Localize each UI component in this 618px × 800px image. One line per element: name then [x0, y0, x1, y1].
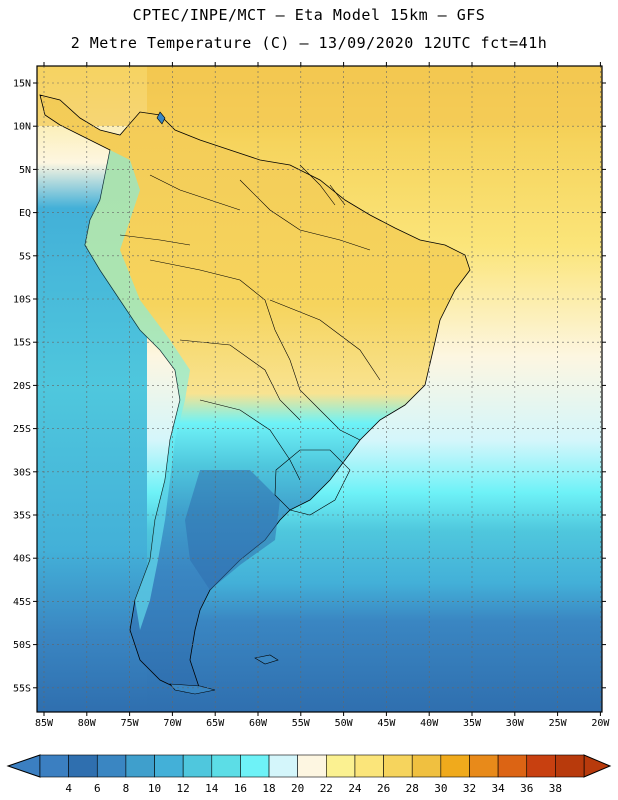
- lat-tick-label: 55S: [13, 683, 31, 694]
- colorbar-cell: [411, 754, 442, 778]
- lon-tick-label: 80W: [78, 718, 97, 729]
- lat-tick-label: 30S: [13, 467, 31, 478]
- colorbar-cell: [326, 754, 356, 778]
- country-borders: [119, 164, 381, 516]
- colorbar-label: 4: [65, 782, 72, 795]
- colorbar-label: 36: [520, 782, 533, 795]
- lon-tick-label: 40W: [420, 718, 439, 729]
- lon-tick-label: 65W: [206, 718, 225, 729]
- lat-tick-label: 15N: [13, 79, 31, 90]
- lat-tick-label: 10S: [13, 295, 31, 306]
- lon-tick-label: 45W: [377, 718, 396, 729]
- northern-warm-band: [37, 66, 602, 126]
- colorbar-cell: [96, 754, 127, 778]
- colorbar-cell: [297, 754, 327, 778]
- map-frame: [36, 65, 603, 713]
- lat-tick-label: 10N: [13, 122, 31, 133]
- lon-tick-label: 20W: [591, 718, 610, 729]
- title-line-1: CPTEC/INPE/MCT — Eta Model 15km — GFS: [132, 6, 486, 24]
- colorbar-cell: [39, 754, 69, 778]
- colorbar-label: 16: [234, 782, 247, 795]
- longitude-axis: 85W 80W 75W 70W 65W 60W 55W 50W 45W 40W 35W 30W 25W 2…: [35, 62, 610, 729]
- islands: [156, 111, 279, 695]
- colorbar-label: 28: [406, 782, 419, 795]
- colorbar-cell: [240, 754, 270, 778]
- lon-tick-label: 30W: [506, 718, 525, 729]
- colorbar-left-arrow: [6, 754, 41, 778]
- colorbar-cell: [154, 754, 184, 778]
- colorbar-cell: [68, 754, 98, 778]
- colorbar-cell: [125, 754, 155, 778]
- lon-tick-label: 25W: [549, 718, 568, 729]
- lon-tick-label: 75W: [121, 718, 140, 729]
- colorbar-label: 18: [262, 782, 275, 795]
- graticule: [37, 66, 602, 712]
- colorbar-cell: [354, 754, 384, 778]
- lat-tick-label: 20S: [13, 381, 31, 392]
- map-area: [37, 66, 602, 712]
- colorbar-cell: [526, 754, 556, 778]
- lon-tick-label: 35W: [463, 718, 482, 729]
- colorbar-label: 8: [123, 782, 130, 795]
- lon-tick-label: 55W: [292, 718, 311, 729]
- colorbar-cell: [497, 754, 528, 778]
- colorbar-label: 14: [205, 782, 219, 795]
- colorbar-label: 22: [320, 782, 333, 795]
- lat-tick-label: 5S: [19, 251, 31, 262]
- colorbar-cell: [469, 754, 499, 778]
- andes-highlands: [85, 150, 190, 630]
- latitude-axis: 15N 10N 5N EQ 5S 10S 15S 20S 25S 30S 35S 40S 45S 50S 5…: [13, 79, 606, 694]
- colorbar-cell: [555, 754, 585, 778]
- lat-tick-label: 50S: [13, 640, 31, 651]
- lat-tick-label: 5N: [19, 165, 31, 176]
- colorbar-cell: [211, 754, 241, 778]
- colorbar-cell: [440, 754, 470, 778]
- colorbar-cell: [383, 754, 413, 778]
- colorbar-label: 34: [491, 782, 505, 795]
- colorbar-label: 6: [94, 782, 101, 795]
- lat-tick-label: 15S: [13, 338, 31, 349]
- colorbar-label: 26: [377, 782, 390, 795]
- colorbar-label: 38: [549, 782, 562, 795]
- colorbar-label: 20: [291, 782, 304, 795]
- lat-tick-label: 45S: [13, 597, 31, 608]
- title-line-2: 2 Metre Temperature (C) — 13/09/2020 12U…: [70, 34, 548, 52]
- colorbar-cell: [182, 754, 213, 778]
- lat-tick-label: 35S: [13, 511, 31, 522]
- lat-tick-label: 40S: [13, 554, 31, 565]
- lon-tick-label: 60W: [249, 718, 268, 729]
- colorbar-label: 10: [148, 782, 161, 795]
- lon-tick-label: 50W: [335, 718, 354, 729]
- colorbar-right-arrow: [583, 754, 612, 778]
- colorbar-cell: [268, 754, 298, 778]
- colorbar-label: 24: [348, 782, 362, 795]
- colorbar-label: 12: [177, 782, 190, 795]
- lon-tick-label: 85W: [35, 718, 54, 729]
- colorbar: 4 6 8 10 12 14 16 18 20 22 24 26 28 30 32 34 36 38: [6, 754, 612, 795]
- colorbar-label: 32: [463, 782, 476, 795]
- lat-tick-label: 25S: [13, 424, 31, 435]
- colorbar-label: 30: [434, 782, 447, 795]
- lat-tick-label: EQ: [19, 208, 31, 219]
- patagonia-cool-zone: [185, 470, 280, 590]
- lon-tick-label: 70W: [163, 718, 182, 729]
